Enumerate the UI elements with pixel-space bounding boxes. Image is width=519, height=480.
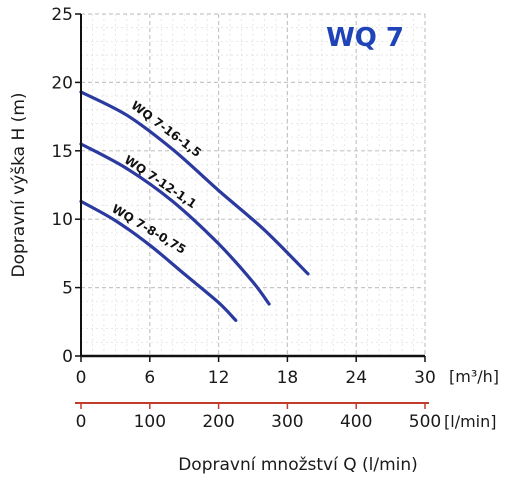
x-tick-label: 24 [345,368,367,388]
x-tick-label: 18 [277,368,299,388]
y-tick-label: 15 [51,142,73,162]
series-line-1 [79,90,310,276]
x-tick-label: 30 [414,368,436,388]
series-line-3 [79,199,238,322]
y-tick-label: 0 [62,347,73,367]
x2-tick-label: 500 [409,412,441,432]
x2-tick-label: 100 [134,412,166,432]
series-label-3: WQ 7-8-0,75 [109,202,188,257]
x2-tick-label: 400 [340,412,372,432]
x-tick-label: 6 [144,368,155,388]
x-tick-label: 12 [208,368,230,388]
chart-title: WQ 7 [326,23,404,53]
x2-tick-label: 200 [202,412,234,432]
y-axis-title: Dopravní výška H (m) [9,92,29,277]
curves [79,90,310,322]
series-line-2 [79,142,271,306]
x-unit-label: [m³/h] [449,367,499,386]
y-tick-label: 5 [62,279,73,299]
axes: 0 5 10 15 20 25 0 6 12 18 24 30 [m³/h] 0 100 200 300 400 5… [51,5,499,432]
x-tick-label: 0 [76,368,87,388]
grid [81,13,426,356]
x-axis-title: Dopravní množství Q (l/min) [178,455,418,475]
x2-tick-label: 300 [271,412,303,432]
y-tick-label: 20 [51,73,73,93]
y-tick-label: 10 [51,210,73,230]
x2-unit-label: [l/min] [444,412,497,431]
x2-tick-label: 0 [76,412,87,432]
y-tick-label: 25 [51,5,73,25]
